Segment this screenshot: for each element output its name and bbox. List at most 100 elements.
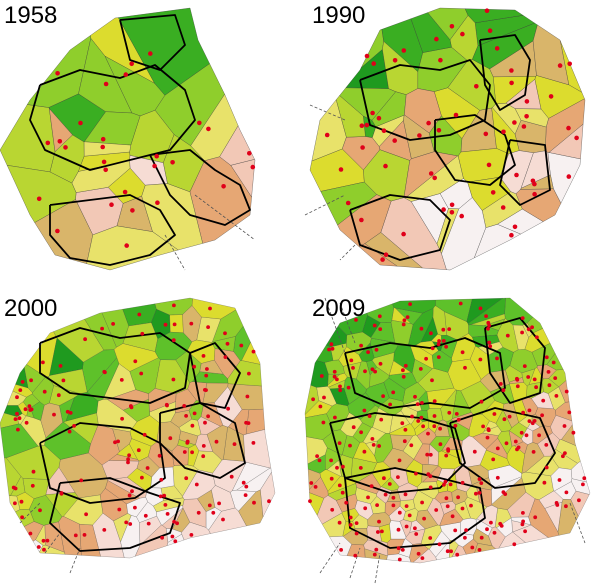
voronoi-cell [199,359,224,375]
seed-point [403,427,408,432]
seed-point [564,490,569,495]
seed-point [252,500,256,505]
seed-point [111,322,115,326]
seed-point [492,530,497,535]
seed-point [335,465,339,470]
region-boundary [479,34,531,111]
seed-point [400,421,405,426]
seed-point [492,412,497,416]
seed-point [117,507,122,512]
seed-point [171,338,176,343]
seed-point [192,364,197,369]
seed-point [567,61,572,67]
seed-point [189,321,194,326]
seed-point [566,174,572,179]
seed-point [229,474,234,479]
voronoi-cell [0,423,39,459]
seed-point [434,508,439,512]
seed-point [159,477,164,482]
seed-point [332,374,337,379]
seed-point [61,378,66,383]
seed-point [502,417,507,422]
voronoi-cells [304,297,591,564]
voronoi-cell [421,464,439,483]
seed-point [489,520,493,525]
seed-point [396,527,401,532]
seed-point [404,524,409,529]
seed-point [122,189,128,195]
seed-point [83,337,87,342]
seed-point [500,205,506,210]
voronoi-cell [510,516,532,525]
seed-point [378,361,383,366]
seed-point [175,521,180,526]
seed-point [372,552,377,557]
seed-point [571,430,576,435]
seed-point [244,420,249,425]
year-label: 1990 [312,2,366,29]
seed-point [380,529,384,534]
seed-point [348,515,353,520]
seed-point [512,542,517,547]
seed-point [574,135,579,141]
voronoi-cell [550,467,573,492]
seed-point [221,184,226,189]
seed-point [478,357,483,362]
voronoi-cell [169,314,184,333]
seed-point [15,411,19,416]
seed-point [526,327,531,332]
seed-point [401,368,405,373]
seed-point [28,408,33,412]
seed-point [487,28,493,33]
seed-point [408,302,412,306]
seed-point [38,508,42,513]
seed-point [345,200,351,206]
seed-point [526,375,531,379]
seed-point [348,443,352,448]
seed-point [530,421,535,426]
seed-point [561,454,565,459]
voronoi-cell [10,476,26,497]
seed-point [251,349,256,354]
voronoi-map [0,7,256,271]
seed-point [351,425,356,430]
seed-point [521,410,525,415]
seed-point [413,526,417,531]
voronoi-cell [468,324,499,338]
voronoi-cell [389,360,412,376]
voronoi-cell [416,509,439,530]
seed-point [515,376,519,381]
seed-point [109,202,114,207]
seed-point [499,524,504,528]
seed-point [553,376,558,380]
seed-point [42,547,46,552]
seed-point [441,339,446,343]
voronoi-cell [117,7,210,96]
voronoi-cell [532,24,570,86]
seed-point [133,505,137,510]
seed-point [509,68,514,73]
seed-point [438,426,442,431]
seed-point [354,521,359,525]
seed-point [532,377,537,382]
voronoi-cell [316,344,334,363]
seed-point [172,322,177,327]
seed-point [544,465,549,470]
seed-point [524,433,529,438]
voronoi-cell [520,150,551,189]
seed-point [520,522,525,527]
seed-point [391,503,396,508]
seed-point [20,380,25,384]
seed-point [311,397,315,402]
voronoi-cell [181,521,211,541]
seed-point [329,342,334,347]
seed-point [57,139,63,144]
voronoi-cell [310,360,329,388]
seed-point [577,498,581,503]
seed-point [460,480,465,485]
seed-point [414,471,418,476]
seed-point [383,252,389,257]
seed-point [375,503,379,507]
seed-point [247,371,251,376]
region-boundary [49,477,181,552]
